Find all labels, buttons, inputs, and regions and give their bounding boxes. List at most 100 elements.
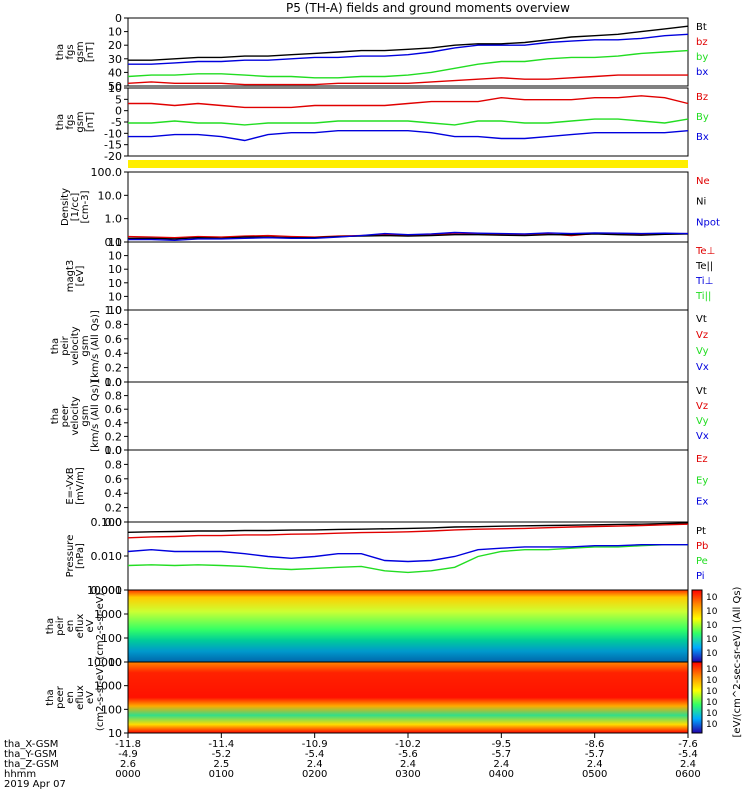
x-axis-value: 2.4 [493, 759, 509, 770]
y-axis-label: fgs [65, 114, 76, 129]
colorbar-tick-label: 10 [706, 687, 718, 697]
legend-entry: bz [696, 37, 708, 48]
legend-entry: Pe [696, 556, 708, 567]
x-axis-value: -5.6 [398, 749, 418, 760]
x-axis-value: 2.4 [400, 759, 416, 770]
spectrogram-fill [128, 590, 688, 662]
y-axis-label: peer [60, 404, 71, 428]
y-tick-label: 0.2 [105, 502, 123, 515]
series-line-Bz [128, 95, 689, 109]
legend-entry: Vt [696, 314, 707, 325]
y-axis-label: Density [60, 188, 71, 226]
y-tick-label: 5 [115, 93, 122, 106]
legend-entry: Bz [696, 92, 708, 103]
legend-entry: Ez [696, 454, 708, 465]
x-axis-value: -4.9 [118, 749, 138, 760]
y-axis-label: tha [45, 689, 56, 705]
legend-entry: Vx [696, 431, 709, 442]
x-axis-row-label: hhmm [4, 769, 36, 780]
y-axis-label: velocity [70, 396, 81, 435]
x-axis-row-label: 2019 Apr 07 [4, 779, 66, 790]
colorbar-tick-label: 10 [706, 621, 718, 631]
y-axis-label: peir [55, 615, 66, 635]
legend-entry: Npot [696, 217, 720, 228]
panel-frame [127, 171, 689, 243]
y-axis-label: tha [55, 114, 66, 130]
series-line-bx [127, 74, 688, 86]
y-axis-label: en [65, 691, 76, 704]
x-axis-value: 2.4 [680, 759, 696, 770]
y-tick-label: -5 [111, 116, 122, 129]
y-axis-label: gsm [75, 41, 86, 62]
y-axis-label: [km/s (All Qs)] [90, 380, 101, 452]
colorbar-tick-label: 10 [706, 649, 718, 659]
legend-entry: Bx [696, 132, 709, 143]
y-tick-label: 0.100 [91, 516, 123, 529]
y-tick-label: 1000 [94, 608, 122, 621]
plot-title: P5 (TH-A) fields and ground moments over… [286, 1, 570, 15]
panel-frame [127, 309, 689, 383]
y-tick-label: -10 [104, 127, 122, 140]
colorbar-tick-label: 10 [706, 720, 718, 730]
y-tick-label: 50 [108, 80, 122, 93]
x-axis-row-label: tha_X-GSM [4, 739, 58, 750]
y-tick-label: 10.0 [98, 189, 123, 202]
y-tick-label: -20 [104, 150, 122, 163]
y-tick-label: 20 [108, 39, 122, 52]
legend-entry: Vx [696, 362, 709, 373]
legend-entry: Te⊥ [695, 246, 715, 257]
x-axis-value: 0200 [302, 769, 327, 780]
legend-entry: Pi [696, 571, 705, 582]
series-line-Pi [127, 544, 688, 563]
y-axis-label: [nT] [85, 112, 96, 132]
legend-entry: Vz [696, 401, 708, 412]
y-tick-label: -15 [104, 139, 122, 152]
y-tick-label: 10 [108, 236, 122, 249]
y-tick-label: 100 [101, 703, 122, 716]
x-axis-value: 0500 [582, 769, 607, 780]
x-axis-value: 0100 [209, 769, 234, 780]
x-axis-value: -10.2 [395, 739, 421, 750]
series-line-Bt [128, 25, 689, 61]
legend-entry: Pb [696, 541, 708, 552]
colorbar [691, 661, 703, 734]
x-axis-value: 2.4 [307, 759, 323, 770]
y-axis-label: velocity [70, 326, 81, 365]
panel-frame [127, 381, 689, 451]
y-tick-label: 1.0 [105, 304, 123, 317]
legend-entry: Ti|| [695, 291, 711, 302]
colorbar-tick-label: 10 [706, 593, 718, 603]
y-axis-label: [eV] [75, 266, 86, 287]
mode-bar [128, 160, 688, 168]
y-axis-label: eflux [75, 685, 86, 710]
y-tick-label: 10000 [87, 584, 122, 597]
y-tick-label: 10 [108, 82, 122, 95]
legend-entry: Vt [696, 386, 707, 397]
colorbar-label: [eV/(cm^2-sec-sr-eV)] (All Qs) [732, 586, 743, 737]
y-axis-label: [nT] [85, 42, 96, 62]
y-tick-label: 0.0 [105, 516, 123, 529]
series-line-bz [128, 33, 689, 65]
legend-entry: bx [696, 67, 708, 78]
y-tick-label: 1.0 [105, 213, 123, 226]
y-axis-label: en [65, 620, 76, 633]
legend-entry: By [696, 112, 709, 123]
y-axis-label: gsm [80, 335, 91, 356]
colorbar [691, 589, 703, 663]
y-axis-label: [1/cc] [70, 193, 81, 222]
y-tick-label: 10 [108, 290, 122, 303]
legend-entry: Vz [696, 330, 708, 341]
y-tick-label: 0.2 [105, 362, 123, 375]
legend-entry: Te|| [695, 261, 713, 272]
y-tick-label: 0.6 [105, 333, 123, 346]
y-axis-label: [mV/m] [75, 467, 86, 505]
y-tick-label: 0.4 [105, 487, 123, 500]
y-axis-label: Pressure [65, 535, 76, 578]
